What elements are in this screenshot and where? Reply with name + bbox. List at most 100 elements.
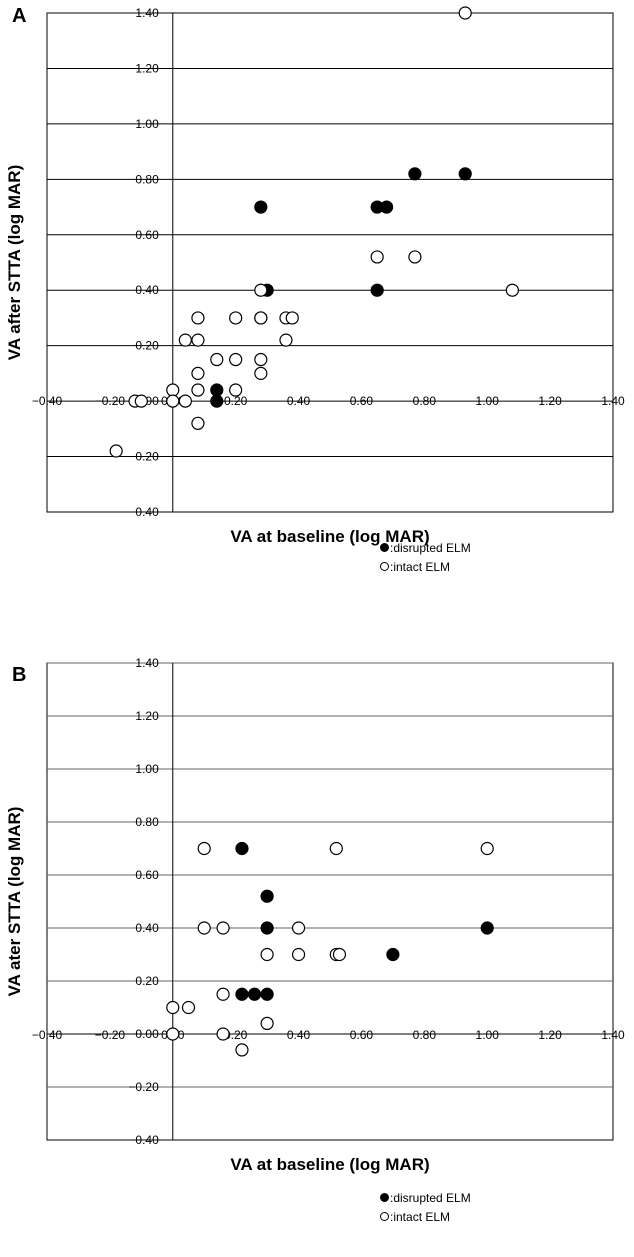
y-tick-label: 0.20 [135,339,159,353]
legend-item-disrupted: : disrupted ELM [380,1188,471,1207]
data-point-intact [134,394,148,408]
data-point-disrupted [210,394,224,408]
data-point-intact [229,352,243,367]
data-point-disrupted [458,167,472,181]
x-tick-label: 1.40 [601,394,625,408]
data-point-intact [216,987,230,1001]
data-point-intact [235,1043,249,1057]
legend-label-intact: intact ELM [393,559,451,574]
y-tick-label: 1.40 [135,6,159,20]
data-point-intact [329,841,343,856]
x-tick-label: 1.20 [538,394,562,408]
y-tick-label: 1.40 [135,656,159,670]
x-tick-label: −0.20 [95,1028,126,1042]
filled-circle-icon [380,543,389,552]
open-circle-icon [380,1212,389,1221]
y-axis-title: VA ater STTA (log MAR) [5,807,24,997]
y-tick-label: 0.40 [135,283,159,297]
data-point-intact [191,416,205,430]
data-point-intact [191,333,205,347]
data-point-intact [260,1016,274,1030]
legend-label: : [390,540,394,555]
data-point-disrupted [260,987,274,1001]
panel-label: B [12,664,27,686]
x-tick-label: 0.40 [287,1028,311,1042]
legend-item-intact: : intact ELM [380,1207,471,1226]
x-tick-label: 1.40 [601,1028,625,1042]
data-point-intact [181,1000,196,1015]
data-point-disrupted [480,921,494,935]
y-tick-label: −0.20 [128,450,159,464]
legend-label: : [390,559,394,574]
y-tick-label: 1.20 [135,709,159,723]
data-point-intact [254,352,268,367]
y-tick-label: 1.00 [135,117,159,131]
data-point-intact [332,947,347,962]
y-tick-label: 0.80 [135,815,159,829]
data-point-intact [191,383,205,397]
data-point-disrupted [210,383,224,397]
data-point-disrupted [254,200,268,214]
data-point-intact [370,250,384,264]
data-point-disrupted [370,283,384,297]
data-point-intact [166,394,180,408]
x-tick-label: 0.60 [350,1028,374,1042]
data-point-intact [197,841,211,856]
data-point-intact [408,250,422,264]
data-point-intact [254,311,268,325]
data-point-intact [291,921,306,935]
data-point-intact [166,1027,180,1041]
x-tick-label: −0.40 [32,394,63,408]
y-tick-label: 0.40 [135,1133,159,1147]
data-point-intact [166,1000,180,1015]
data-point-intact [191,311,205,325]
y-tick-label: 0.00 [135,1027,159,1041]
data-point-disrupted [260,889,274,903]
legend: : disrupted ELM : intact ELM [380,538,471,576]
y-tick-label: 1.00 [135,762,159,776]
chart-panel-a: A 1.401.201.000.800.600.400.200.00−0.200… [0,0,634,620]
panel-label: A [12,5,27,27]
x-axis-title: VA at baseline (log MAR) [230,1155,429,1174]
y-tick-label: 0.40 [135,921,159,935]
scatter-chart-a: 1.401.201.000.800.600.400.200.00−0.200.4… [5,6,625,546]
x-tick-label: 0.60 [350,394,374,408]
legend-label: : [390,1209,394,1224]
x-tick-label: 0.20 [224,1028,248,1042]
filled-circle-icon [380,1193,389,1202]
chart-panel-b: B 1.40 1.20 1.00 0.80 0.60 0.40 0.20 0.00 −0.20 0… [0,628,634,1257]
data-point-intact [291,947,306,962]
x-tick-label: −0.40 [32,1028,63,1042]
data-point-intact [254,366,268,380]
data-point-intact [216,921,230,935]
data-point-disrupted [386,947,400,962]
data-point-intact [254,283,268,297]
y-tick-label: 1.20 [135,61,159,75]
plot-frame [46,12,614,513]
data-point-disrupted [235,987,249,1001]
data-point-intact [109,444,123,458]
y-tick-label: 0.20 [135,974,159,988]
data-point-intact [260,947,274,962]
data-point-intact [480,841,494,856]
open-circle-icon [380,562,389,571]
legend-label-intact: intact ELM [393,1209,451,1224]
legend: : disrupted ELM : intact ELM [380,1188,471,1226]
data-point-intact [279,333,293,347]
x-tick-label: 1.00 [476,394,500,408]
plot-frame [46,662,614,1141]
data-point-intact [229,383,243,397]
data-point-disrupted [260,921,274,935]
data-point-intact [197,921,211,935]
data-point-intact [210,352,224,367]
data-point-disrupted [408,167,422,181]
data-point-intact [166,383,180,397]
x-tick-label: 0.20 [224,394,248,408]
data-point-intact [191,366,205,380]
data-point-intact [178,394,192,408]
y-tick-label: 0.60 [135,868,159,882]
data-point-intact [229,311,243,325]
x-tick-label: 1.00 [476,1028,500,1042]
x-tick-label: 0.40 [287,394,311,408]
legend-label-disrupted: disrupted ELM [393,1190,471,1205]
